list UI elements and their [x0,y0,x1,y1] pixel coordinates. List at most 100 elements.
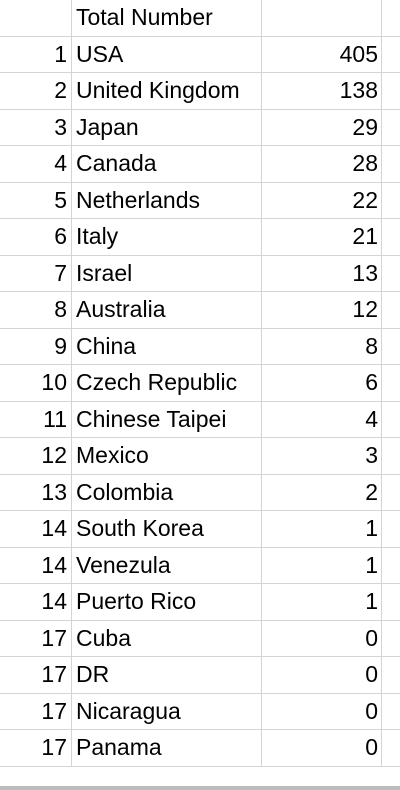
header-title-cell[interactable]: Total Number [72,0,262,36]
total-number-cell[interactable]: 0 [262,693,382,729]
rank-cell[interactable]: 5 [0,182,72,218]
rank-cell[interactable]: 1 [0,36,72,72]
empty-cell[interactable] [382,548,400,584]
empty-cell[interactable] [382,657,400,693]
table-row: 14 South Korea 1 [0,511,400,548]
total-number-cell[interactable]: 13 [262,255,382,291]
country-cell[interactable]: Australia [72,292,262,328]
empty-cell[interactable] [382,146,400,182]
empty-cell[interactable] [382,475,400,511]
country-cell[interactable]: Netherlands [72,182,262,218]
country-cell[interactable]: Nicaragua [72,693,262,729]
header-row: Total Number [0,0,400,37]
empty-cell[interactable] [382,438,400,474]
country-cell[interactable]: Czech Republic [72,365,262,401]
rank-cell[interactable]: 14 [0,584,72,620]
empty-cell[interactable] [382,37,400,73]
total-number-cell[interactable]: 28 [262,146,382,182]
country-cell[interactable]: Cuba [72,620,262,656]
empty-cell[interactable] [382,73,400,109]
country-cell[interactable]: Mexico [72,438,262,474]
table-row: 9 China 8 [0,328,400,365]
total-number-cell[interactable]: 405 [262,36,382,72]
total-number-cell[interactable]: 6 [262,365,382,401]
empty-cell[interactable] [382,584,400,620]
header-value-cell[interactable] [262,0,382,36]
rank-cell[interactable]: 6 [0,219,72,255]
rank-cell[interactable]: 17 [0,620,72,656]
rank-cell[interactable]: 12 [0,438,72,474]
empty-cell[interactable] [382,219,400,255]
country-cell[interactable]: USA [72,36,262,72]
rank-cell[interactable]: 9 [0,328,72,364]
total-number-cell[interactable]: 21 [262,219,382,255]
rank-cell[interactable]: 17 [0,657,72,693]
country-cell[interactable]: China [72,328,262,364]
total-number-cell[interactable]: 8 [262,328,382,364]
total-number-cell[interactable]: 29 [262,109,382,145]
rank-cell[interactable]: 2 [0,73,72,109]
rank-cell[interactable]: 4 [0,146,72,182]
country-cell[interactable]: Italy [72,219,262,255]
rank-cell[interactable]: 17 [0,693,72,729]
total-number-cell[interactable]: 12 [262,292,382,328]
empty-cell[interactable] [382,292,400,328]
empty-cell[interactable] [382,511,400,547]
total-number-cell[interactable]: 3 [262,438,382,474]
country-cell[interactable]: Venezula [72,547,262,583]
country-cell[interactable]: Japan [72,109,262,145]
table-row: 1 USA 405 [0,36,400,73]
country-cell[interactable]: Colombia [72,474,262,510]
country-cell[interactable]: Panama [72,730,262,766]
total-number-cell[interactable]: 0 [262,657,382,693]
total-number-cell[interactable]: 2 [262,474,382,510]
table-row: 17 Panama 0 [0,730,400,767]
table-row: 4 Canada 28 [0,146,400,183]
total-number-cell[interactable]: 0 [262,620,382,656]
empty-cell[interactable] [382,365,400,401]
table-row: 10 Czech Republic 6 [0,365,400,402]
rank-cell[interactable]: 7 [0,255,72,291]
empty-cell[interactable] [382,402,400,438]
table-row: 7 Israel 13 [0,255,400,292]
total-number-cell[interactable]: 22 [262,182,382,218]
total-number-cell[interactable]: 138 [262,73,382,109]
country-cell[interactable]: Canada [72,146,262,182]
rank-cell[interactable]: 11 [0,401,72,437]
country-cell[interactable]: Israel [72,255,262,291]
empty-cell[interactable] [382,110,400,146]
empty-cell[interactable] [382,730,400,766]
table-row: 14 Venezula 1 [0,547,400,584]
table-row: 2 United Kingdom 138 [0,73,400,110]
total-number-cell[interactable]: 1 [262,511,382,547]
table-row: 8 Australia 12 [0,292,400,329]
table-row: 13 Colombia 2 [0,474,400,511]
bottom-edge [0,786,400,790]
country-cell[interactable]: Chinese Taipei [72,401,262,437]
total-number-cell[interactable]: 1 [262,547,382,583]
table-row: 12 Mexico 3 [0,438,400,475]
country-cell[interactable]: Puerto Rico [72,584,262,620]
rank-cell[interactable]: 3 [0,109,72,145]
total-number-cell[interactable]: 4 [262,401,382,437]
table-row: 14 Puerto Rico 1 [0,584,400,621]
country-cell[interactable]: DR [72,657,262,693]
empty-cell[interactable] [382,256,400,292]
header-rank-cell[interactable] [0,0,72,36]
country-cell[interactable]: United Kingdom [72,73,262,109]
rank-cell[interactable]: 14 [0,511,72,547]
empty-cell[interactable] [382,329,400,365]
empty-cell[interactable] [382,694,400,730]
empty-cell[interactable] [382,621,400,657]
rank-cell[interactable]: 17 [0,730,72,766]
rank-cell[interactable]: 13 [0,474,72,510]
rank-cell[interactable]: 10 [0,365,72,401]
total-number-cell[interactable]: 1 [262,584,382,620]
total-number-cell[interactable]: 0 [262,730,382,766]
rank-cell[interactable]: 14 [0,547,72,583]
header-extra-cell[interactable] [382,0,400,36]
rank-cell[interactable]: 8 [0,292,72,328]
country-cell[interactable]: South Korea [72,511,262,547]
empty-cell[interactable] [382,183,400,219]
